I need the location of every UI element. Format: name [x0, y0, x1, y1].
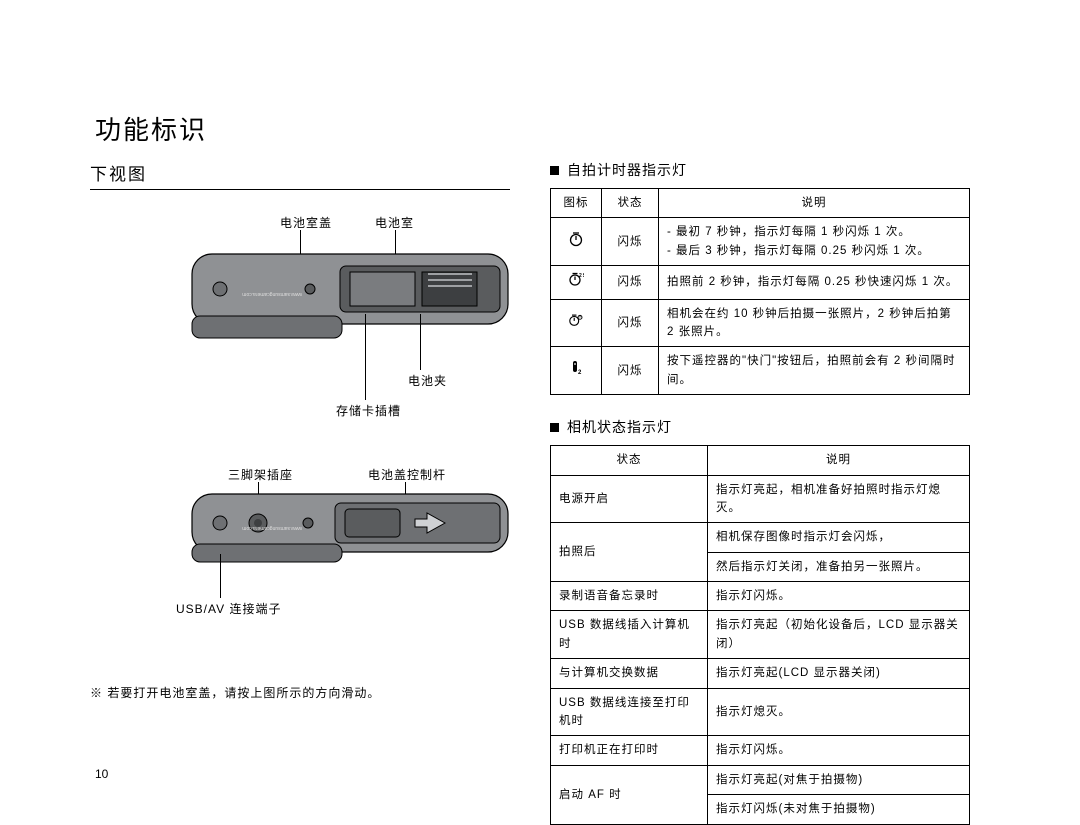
state-cell: 拍照后 [551, 523, 708, 582]
th-desc: 说明 [659, 189, 970, 218]
state-cell: 闪烁 [602, 299, 659, 347]
th-icon: 图标 [551, 189, 602, 218]
page-title: 功能标识 [95, 110, 207, 147]
state-cell: 录制语音备忘录时 [551, 582, 708, 611]
section2-title-text: 相机状态指示灯 [567, 417, 672, 437]
svg-text:2: 2 [578, 370, 582, 376]
label-cover-lever: 电池盖控制杆 [368, 466, 446, 483]
desc-cell: 按下遥控器的"快门"按钮后，拍照前会有 2 秒间隔时间。 [659, 347, 970, 395]
leader-line [365, 314, 366, 400]
table-row: 闪烁 - 最初 7 秒钟，指示灯每隔 1 秒闪烁 1 次。 - 最后 3 秒钟，… [551, 218, 970, 266]
section2-title: 相机状态指示灯 [550, 417, 970, 437]
section1-title: 自拍计时器指示灯 [550, 160, 970, 180]
table-row: 录制语音备忘录时 指示灯闪烁。 [551, 582, 970, 611]
bullet-icon [550, 423, 559, 432]
remote-2s-icon: 2 [568, 360, 584, 376]
left-column: 下视图 电池室盖 电池室 [90, 160, 510, 825]
left-subheading: 下视图 [90, 160, 510, 190]
table-row: 与计算机交换数据 指示灯亮起(LCD 显示器关闭) [551, 659, 970, 688]
desc-cell: 指示灯闪烁。 [708, 736, 970, 765]
state-cell: 电源开启 [551, 475, 708, 523]
svg-text:www.samsungcamera.com: www.samsungcamera.com [242, 525, 302, 531]
self-timer-double-icon [568, 312, 584, 328]
th-state: 状态 [551, 446, 708, 475]
state-cell: USB 数据线连接至打印机时 [551, 688, 708, 736]
table-row: USB 数据线连接至打印机时 指示灯熄灭。 [551, 688, 970, 736]
timer-icon-cell: 2S [551, 266, 602, 299]
timer-icon-cell [551, 218, 602, 266]
desc-cell: 然后指示灯关闭，准备拍另一张照片。 [708, 552, 970, 581]
desc-cell: 指示灯亮起(对焦于拍摄物) [708, 765, 970, 794]
table-row: 启动 AF 时 指示灯亮起(对焦于拍摄物) [551, 765, 970, 794]
state-cell: 闪烁 [602, 266, 659, 299]
right-column: 自拍计时器指示灯 图标 状态 说明 闪烁 - 最 [550, 160, 970, 825]
desc-cell: 指示灯闪烁(未对焦于拍摄物) [708, 795, 970, 824]
th-desc: 说明 [708, 446, 970, 475]
camera-bottom-closed-svg: www.samsungcamera.com [190, 489, 510, 564]
section1-title-text: 自拍计时器指示灯 [567, 160, 687, 180]
footnote: ※ 若要打开电池室盖，请按上图所示的方向滑动。 [90, 684, 510, 701]
two-column-layout: 下视图 电池室盖 电池室 [90, 160, 990, 825]
desc-cell: 指示灯熄灭。 [708, 688, 970, 736]
svg-text:www.samsungcamera.com: www.samsungcamera.com [242, 291, 302, 297]
label-tripod: 三脚架插座 [228, 466, 293, 483]
desc-cell: 相机会在约 10 秒钟后拍摄一张照片，2 秒钟后拍第 2 张照片。 [659, 299, 970, 347]
leader-line [220, 554, 221, 598]
table-row: 打印机正在打印时 指示灯闪烁。 [551, 736, 970, 765]
state-cell: 启动 AF 时 [551, 765, 708, 824]
desc-cell: 指示灯亮起，相机准备好拍照时指示灯熄灭。 [708, 475, 970, 523]
status-lamp-table: 状态 说明 电源开启 指示灯亮起，相机准备好拍照时指示灯熄灭。 拍照后 相机保存… [550, 445, 970, 824]
state-cell: 打印机正在打印时 [551, 736, 708, 765]
desc-cell: 指示灯亮起(LCD 显示器关闭) [708, 659, 970, 688]
state-cell: 与计算机交换数据 [551, 659, 708, 688]
leader-line [420, 314, 421, 370]
desc-cell: 指示灯闪烁。 [708, 582, 970, 611]
label-card-slot: 存储卡插槽 [336, 402, 401, 419]
desc-text: - 最初 7 秒钟，指示灯每隔 1 秒闪烁 1 次。 - 最后 3 秒钟，指示灯… [667, 226, 930, 256]
svg-text:2S: 2S [579, 273, 584, 279]
label-battery-chamber: 电池室 [375, 214, 414, 231]
diagram-bottom-open: 电池室盖 电池室 www.samsungca [90, 214, 510, 444]
table-row: 电源开启 指示灯亮起，相机准备好拍照时指示灯熄灭。 [551, 475, 970, 523]
state-cell: USB 数据线插入计算机时 [551, 611, 708, 659]
self-timer-2s-icon: 2S [568, 271, 584, 287]
timer-icon-cell [551, 299, 602, 347]
diagram-bottom-closed: 三脚架插座 电池盖控制杆 www.samsungcamera.com [90, 454, 510, 654]
table-row: 闪烁 相机会在约 10 秒钟后拍摄一张照片，2 秒钟后拍第 2 张照片。 [551, 299, 970, 347]
table-row: 2S 闪烁 拍照前 2 秒钟，指示灯每隔 0.25 秒快速闪烁 1 次。 [551, 266, 970, 299]
desc-cell: 指示灯亮起（初始化设备后，LCD 显示器关闭） [708, 611, 970, 659]
self-timer-icon [568, 231, 584, 247]
state-cell: 闪烁 [602, 347, 659, 395]
table-row: USB 数据线插入计算机时 指示灯亮起（初始化设备后，LCD 显示器关闭） [551, 611, 970, 659]
timer-icon-cell: 2 [551, 347, 602, 395]
label-battery-cover: 电池室盖 [280, 214, 332, 231]
page-number: 10 [95, 767, 108, 781]
desc-cell: 拍照前 2 秒钟，指示灯每隔 0.25 秒快速闪烁 1 次。 [659, 266, 970, 299]
self-timer-table: 图标 状态 说明 闪烁 - 最初 7 秒钟，指示灯每隔 1 秒闪烁 1 次。 -… [550, 188, 970, 395]
manual-page: 功能标识 下视图 电池室盖 电池室 [0, 0, 1080, 823]
th-state: 状态 [602, 189, 659, 218]
label-usb-av: USB/AV 连接端子 [176, 600, 281, 617]
table-row: 2 闪烁 按下遥控器的"快门"按钮后，拍照前会有 2 秒间隔时间。 [551, 347, 970, 395]
desc-cell: 相机保存图像时指示灯会闪烁， [708, 523, 970, 552]
state-cell: 闪烁 [602, 218, 659, 266]
bullet-icon [550, 166, 559, 175]
camera-bottom-open-svg: www.samsungcamera.com [190, 244, 510, 339]
label-battery-clip: 电池夹 [408, 372, 447, 389]
desc-cell: - 最初 7 秒钟，指示灯每隔 1 秒闪烁 1 次。 - 最后 3 秒钟，指示灯… [659, 218, 970, 266]
table-row: 拍照后 相机保存图像时指示灯会闪烁， [551, 523, 970, 552]
